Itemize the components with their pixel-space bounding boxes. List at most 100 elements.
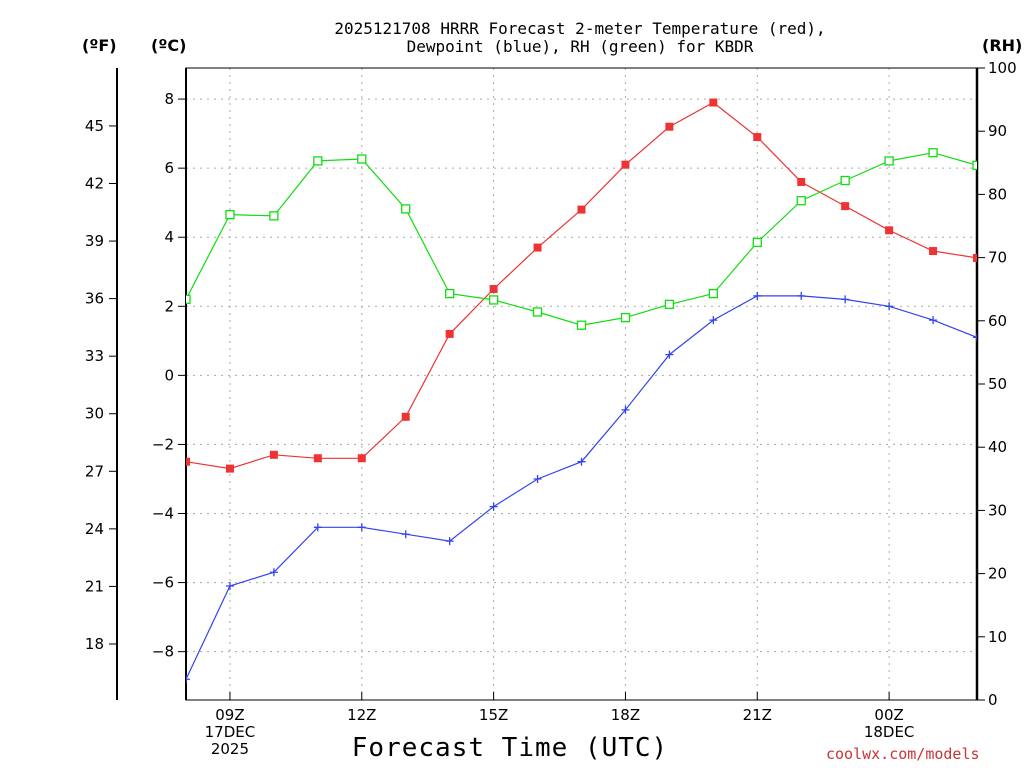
x-tick-time: 12Z xyxy=(347,706,377,724)
rh-series xyxy=(186,148,977,330)
rh-point xyxy=(488,295,499,305)
celsius-tick-label: −2 xyxy=(152,435,174,453)
dewpoint-point xyxy=(577,457,586,466)
chart-title-line2: Dewpoint (blue), RH (green) for KBDR xyxy=(406,37,754,56)
temperature-point xyxy=(709,98,718,107)
x-tick-date: 17DEC xyxy=(204,723,256,741)
celsius-tick-label: 6 xyxy=(164,159,174,177)
rh-tick-label: 30 xyxy=(988,501,1007,519)
dewpoint-point xyxy=(621,405,630,414)
dewpoint-series xyxy=(186,291,977,684)
dewpoint-point xyxy=(225,582,234,591)
temperature-point xyxy=(401,412,410,421)
rh-tick-label: 50 xyxy=(988,375,1007,393)
x-tick-label: 12Z xyxy=(317,707,407,724)
rh-point xyxy=(313,156,323,166)
dewpoint-point xyxy=(753,291,762,300)
rh-point xyxy=(225,209,235,220)
rh-tick-label: 80 xyxy=(988,185,1007,203)
credit-text: coolwx.com/models xyxy=(826,745,980,763)
rh-point xyxy=(269,211,279,221)
celsius-tick-label: 2 xyxy=(164,297,174,315)
rh-tick-label: 40 xyxy=(988,438,1007,456)
rh-point xyxy=(796,196,806,206)
temperature-line xyxy=(186,101,977,470)
rh-line xyxy=(186,152,977,326)
x-tick-label: 18Z xyxy=(580,707,670,724)
rh-point xyxy=(576,320,587,330)
temperature-point xyxy=(665,122,674,131)
rh-point xyxy=(401,204,411,214)
dewpoint-point xyxy=(313,523,322,532)
fahrenheit-tick-label: 33 xyxy=(85,347,104,365)
fahrenheit-tick-label: 42 xyxy=(85,175,104,193)
fahrenheit-tick-label: 27 xyxy=(85,462,104,480)
x-tick-label: 09Z 17DEC 2025 xyxy=(185,707,275,758)
rh-tick-label: 60 xyxy=(988,312,1007,330)
rh-tick-label: 70 xyxy=(988,249,1007,267)
temperature-point xyxy=(841,202,850,211)
rh-point xyxy=(840,175,850,186)
celsius-unit-label: (ºC) xyxy=(151,36,187,55)
temperature-point xyxy=(885,226,894,235)
celsius-tick-label: −8 xyxy=(152,643,174,661)
celsius-tick-label: 8 xyxy=(164,90,174,108)
dewpoint-line xyxy=(186,295,977,680)
dewpoint-point xyxy=(797,291,806,300)
x-tick-label: 00Z 18DEC xyxy=(844,707,934,741)
rh-point xyxy=(357,154,367,164)
temperature-point xyxy=(313,454,322,463)
rh-tick-label: 100 xyxy=(988,59,1017,77)
fahrenheit-tick-label: 36 xyxy=(85,290,104,308)
rh-tick-label: 0 xyxy=(988,691,998,709)
dewpoint-point xyxy=(401,530,410,539)
rh-point xyxy=(708,288,718,299)
dewpoint-point xyxy=(885,302,894,311)
rh-point xyxy=(620,312,631,323)
x-tick-time: 09Z xyxy=(215,706,245,724)
temperature-point xyxy=(621,160,630,169)
rh-point xyxy=(884,156,894,166)
x-tick-time: 15Z xyxy=(478,706,509,724)
celsius-tick-label: −6 xyxy=(152,574,174,592)
x-tick-label: 21Z xyxy=(712,707,802,724)
temperature-point xyxy=(445,329,454,338)
dewpoint-point xyxy=(709,316,718,325)
dewpoint-point xyxy=(533,474,542,483)
celsius-tick-label: 4 xyxy=(164,228,174,246)
rh-tick-label: 10 xyxy=(988,628,1007,646)
temperature-point xyxy=(533,243,542,252)
dewpoint-point xyxy=(445,537,454,546)
temperature-point xyxy=(797,177,806,186)
rh-point xyxy=(972,160,977,170)
temperature-point xyxy=(186,457,190,466)
rh-unit-label: (RH) xyxy=(982,36,1023,55)
fahrenheit-unit-label: (ºF) xyxy=(82,36,117,55)
temperature-point xyxy=(357,454,366,463)
fahrenheit-tick-label: 45 xyxy=(85,117,104,135)
x-tick-time: 21Z xyxy=(742,706,772,724)
x-tick-date: 2025 xyxy=(210,740,250,758)
dewpoint-point xyxy=(665,350,674,359)
rh-point xyxy=(186,294,191,304)
x-tick-time: 00Z xyxy=(874,706,904,724)
x-tick-label: 15Z xyxy=(449,707,539,724)
x-tick-time: 18Z xyxy=(610,706,641,724)
dewpoint-point xyxy=(841,295,850,304)
fahrenheit-tick-label: 21 xyxy=(85,577,104,595)
celsius-tick-label: 0 xyxy=(164,366,174,384)
fahrenheit-tick-label: 18 xyxy=(85,635,104,653)
rh-point xyxy=(664,299,675,310)
rh-point xyxy=(928,148,938,158)
rh-point xyxy=(752,237,762,248)
x-axis-label: Forecast Time (UTC) xyxy=(351,733,669,763)
temperature-point xyxy=(577,205,586,214)
celsius-tick-label: −4 xyxy=(152,505,174,523)
dewpoint-point xyxy=(269,568,278,577)
rh-tick-label: 20 xyxy=(988,565,1007,583)
fahrenheit-tick-label: 39 xyxy=(85,232,104,250)
temperature-point xyxy=(489,285,498,294)
temperature-series xyxy=(186,98,977,473)
temperature-point xyxy=(753,133,762,142)
